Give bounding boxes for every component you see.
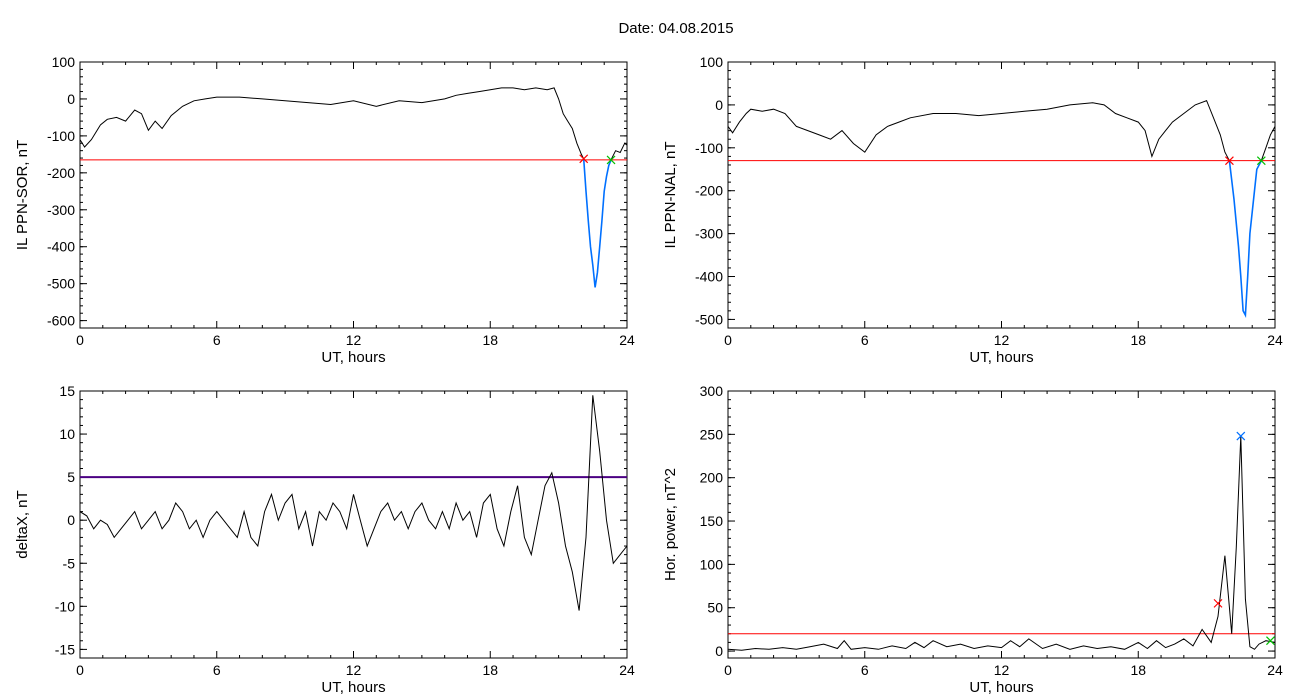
y-tick-label: -10	[55, 598, 75, 614]
y-tick-label: -500	[695, 311, 723, 327]
x-tick-label: 12	[346, 662, 362, 678]
x-tick-label: 0	[76, 332, 84, 348]
y-tick-label: -5	[63, 555, 76, 571]
x-tick-label: 18	[1130, 332, 1146, 348]
x-tick-label: 18	[482, 662, 498, 678]
y-tick-label: -400	[47, 239, 75, 255]
y-tick-label: -500	[47, 276, 75, 292]
x-axis-label: UT, hours	[321, 349, 385, 366]
marker-stroke	[606, 155, 616, 165]
marker-x-0	[1213, 598, 1223, 608]
marker-x-2	[1266, 636, 1275, 646]
y-tick-label: -400	[695, 269, 723, 285]
y-tick-label: 150	[700, 513, 724, 529]
x-tick-label: 18	[482, 332, 498, 348]
y-tick-label: -100	[47, 128, 75, 144]
x-tick-label: 6	[213, 662, 221, 678]
x-tick-label: 0	[724, 332, 732, 348]
x-tick-label: 12	[994, 332, 1010, 348]
y-tick-label: 0	[67, 91, 75, 107]
y-axis-label: deltaX, nT	[14, 490, 31, 558]
x-tick-label: 0	[76, 662, 84, 678]
x-tick-label: 12	[994, 662, 1010, 678]
figure-title: Date: 04.08.2015	[618, 20, 733, 37]
marker-x-1	[1236, 431, 1246, 441]
x-tick-label: 6	[213, 332, 221, 348]
x-tick-label: 0	[724, 662, 732, 678]
series-line-0	[80, 87, 585, 160]
plot-frame	[79, 390, 628, 659]
marker-stroke	[579, 154, 589, 164]
y-tick-label: 100	[52, 54, 76, 70]
x-tick-label: 24	[619, 332, 635, 348]
y-tick-label: -600	[47, 313, 75, 329]
x-tick-label: 24	[1267, 662, 1283, 678]
marker-stroke	[1256, 156, 1266, 166]
plot-frame	[727, 390, 1276, 659]
series-line-2	[610, 142, 627, 161]
plot-frame	[79, 61, 628, 329]
marker-x-1	[1256, 156, 1266, 166]
x-axis-label: UT, hours	[969, 349, 1033, 366]
y-tick-label: 15	[59, 383, 75, 399]
x-tick-label: 6	[861, 332, 869, 348]
series-line-2	[1260, 126, 1275, 161]
chart-panel-p2: 0 6 12 18 24 -500 -400 -300 -200 -100 0 100 UT, hour…	[662, 54, 1283, 366]
series-line-0	[728, 99, 1230, 161]
marker-x-1	[606, 155, 616, 165]
x-tick-label: 18	[1130, 662, 1146, 678]
y-tick-label: 0	[67, 512, 75, 528]
marker-stroke	[1236, 431, 1246, 441]
y-tick-label: 300	[700, 383, 724, 399]
x-axis-label: UT, hours	[321, 679, 385, 696]
y-tick-label: 250	[700, 426, 724, 442]
chart-panel-p1: 0 6 12 18 24 -600 -500 -400 -300 -200 -100 0 100 UT, …	[14, 54, 635, 366]
y-tick-label: 5	[67, 469, 75, 485]
y-axis-label: IL PPN-NAL, nT	[662, 142, 679, 249]
y-tick-label: -300	[47, 202, 75, 218]
chart-panel-p4: 0 6 12 18 24 0 50 100 150 200 250 300 UT, hours Hor. …	[662, 383, 1283, 696]
x-axis-label: UT, hours	[969, 679, 1033, 696]
marker-stroke	[1213, 598, 1223, 608]
y-axis-label: Hor. power, nT^2	[662, 468, 679, 581]
y-tick-label: 0	[715, 97, 723, 113]
series-line-1	[1228, 160, 1263, 318]
y-tick-label: -200	[695, 183, 723, 199]
marker-stroke	[1266, 636, 1275, 646]
y-tick-label: 10	[59, 426, 75, 442]
x-tick-label: 24	[1267, 332, 1283, 348]
y-tick-label: 100	[700, 556, 724, 572]
chart-panel-p3: 0 6 12 18 24 -15 -10 -5 0 5 10 15 UT, hours deltaX, n…	[14, 383, 635, 696]
y-tick-label: 50	[707, 600, 723, 616]
x-tick-label: 6	[861, 662, 869, 678]
y-axis-label: IL PPN-SOR, nT	[14, 140, 31, 250]
marker-x-0	[1224, 156, 1234, 166]
series-line-0	[728, 436, 1275, 651]
plot-frame	[727, 61, 1276, 329]
x-tick-label: 24	[619, 662, 635, 678]
y-tick-label: 100	[700, 54, 724, 70]
x-tick-label: 12	[346, 332, 362, 348]
y-tick-label: 0	[715, 643, 723, 659]
y-tick-label: -100	[695, 140, 723, 156]
marker-stroke	[1224, 156, 1234, 166]
y-tick-label: -300	[695, 226, 723, 242]
y-tick-label: -200	[47, 165, 75, 181]
marker-x-0	[579, 154, 589, 164]
series-line-1	[582, 158, 612, 288]
series-line-0	[80, 395, 627, 611]
y-tick-label: -15	[55, 641, 75, 657]
y-tick-label: 200	[700, 470, 724, 486]
